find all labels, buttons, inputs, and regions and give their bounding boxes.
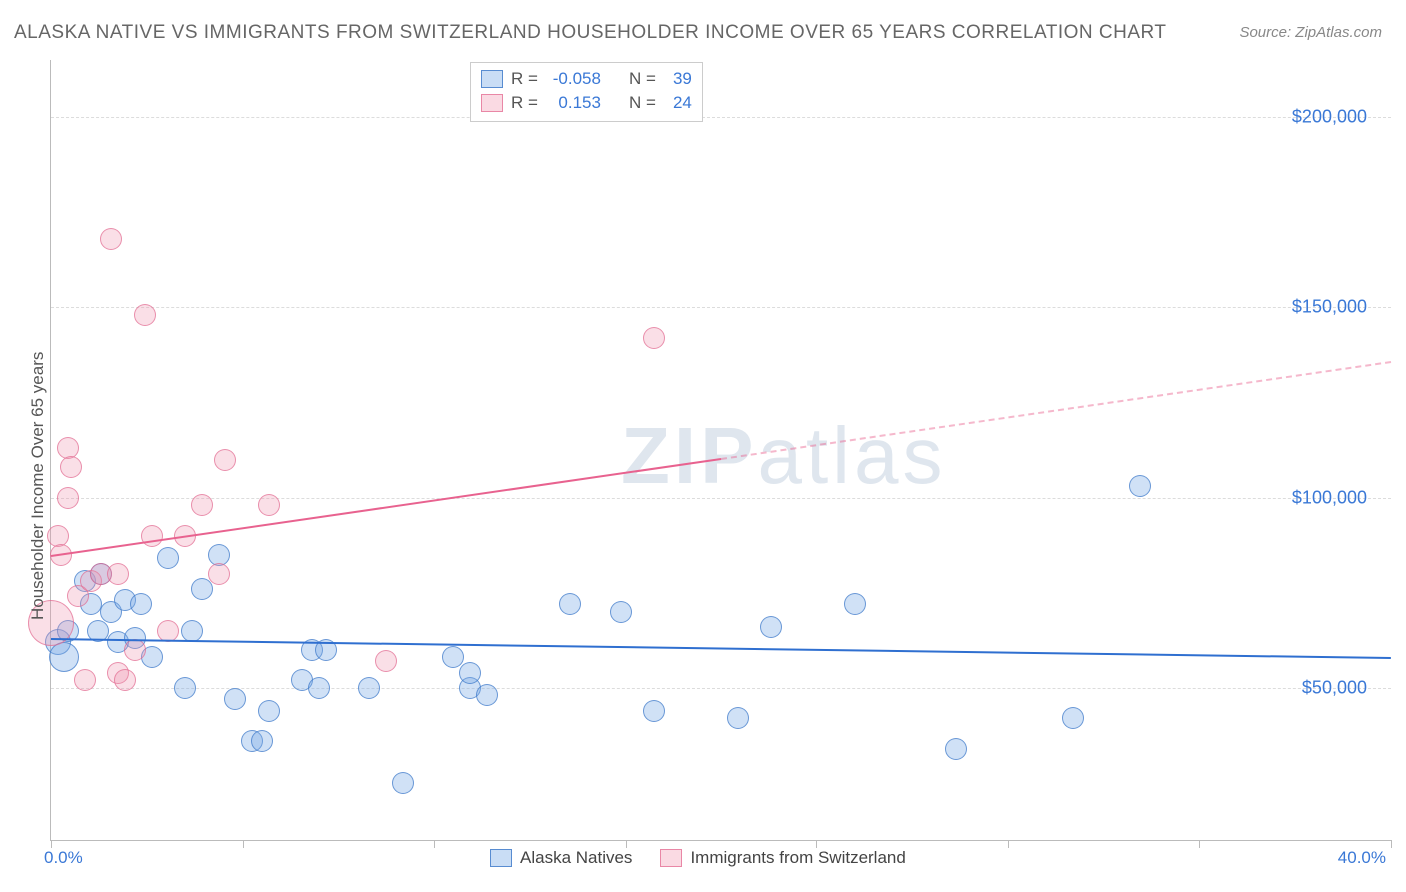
legend-n-value: 39	[664, 69, 692, 89]
legend-r-label: R =	[511, 69, 538, 89]
trend-line	[51, 638, 1391, 659]
scatter-point	[643, 327, 665, 349]
scatter-point	[945, 738, 967, 760]
legend-label: Immigrants from Switzerland	[690, 848, 905, 868]
scatter-point	[476, 684, 498, 706]
trend-line	[721, 361, 1391, 460]
legend-swatch	[481, 94, 503, 112]
trend-line	[51, 458, 721, 557]
legend-r-label: R =	[511, 93, 538, 113]
x-tick	[434, 840, 435, 848]
scatter-point	[224, 688, 246, 710]
scatter-point	[392, 772, 414, 794]
chart-title: ALASKA NATIVE VS IMMIGRANTS FROM SWITZER…	[14, 22, 1167, 44]
scatter-point	[358, 677, 380, 699]
x-axis-max-label: 40.0%	[1338, 848, 1386, 868]
legend-r-value: -0.058	[546, 69, 601, 89]
x-tick	[626, 840, 627, 848]
gridline	[51, 307, 1391, 308]
scatter-point	[760, 616, 782, 638]
scatter-point	[49, 642, 79, 672]
scatter-point	[375, 650, 397, 672]
scatter-point	[107, 563, 129, 585]
scatter-point	[258, 494, 280, 516]
scatter-point	[214, 449, 236, 471]
scatter-point	[57, 487, 79, 509]
scatter-point	[114, 669, 136, 691]
legend-row: R = -0.058 N = 39	[481, 67, 692, 91]
scatter-point	[844, 593, 866, 615]
scatter-point	[559, 593, 581, 615]
legend-label: Alaska Natives	[520, 848, 632, 868]
scatter-point	[1062, 707, 1084, 729]
scatter-point	[610, 601, 632, 623]
chart-container: ALASKA NATIVE VS IMMIGRANTS FROM SWITZER…	[0, 0, 1406, 892]
y-axis-title: Householder Income Over 65 years	[28, 352, 48, 620]
scatter-point	[258, 700, 280, 722]
scatter-point	[727, 707, 749, 729]
scatter-point	[459, 662, 481, 684]
gridline	[51, 498, 1391, 499]
legend-item: Alaska Natives	[490, 848, 632, 868]
scatter-point	[130, 593, 152, 615]
y-tick-label: $150,000	[1292, 297, 1367, 318]
plot-area: ZIPatlas $50,000 $100,000 $150,000 $200,000	[50, 60, 1391, 841]
legend-item: Immigrants from Switzerland	[660, 848, 905, 868]
legend-swatch	[660, 849, 682, 867]
correlation-legend: R = -0.058 N = 39 R = 0.153 N = 24	[470, 62, 703, 122]
scatter-point	[308, 677, 330, 699]
x-tick	[1391, 840, 1392, 848]
scatter-point	[174, 677, 196, 699]
scatter-point	[251, 730, 273, 752]
watermark: ZIPatlas	[621, 410, 946, 502]
y-tick-label: $50,000	[1302, 677, 1367, 698]
x-axis-min-label: 0.0%	[44, 848, 83, 868]
legend-swatch	[481, 70, 503, 88]
x-tick	[1008, 840, 1009, 848]
scatter-point	[181, 620, 203, 642]
legend-row: R = 0.153 N = 24	[481, 91, 692, 115]
scatter-point	[100, 228, 122, 250]
scatter-point	[1129, 475, 1151, 497]
gridline	[51, 688, 1391, 689]
scatter-point	[124, 639, 146, 661]
scatter-point	[208, 563, 230, 585]
scatter-point	[157, 620, 179, 642]
scatter-point	[60, 456, 82, 478]
legend-n-value: 24	[664, 93, 692, 113]
legend-n-label: N =	[629, 69, 656, 89]
x-tick	[243, 840, 244, 848]
legend-r-value: 0.153	[546, 93, 601, 113]
y-tick-label: $200,000	[1292, 107, 1367, 128]
x-tick	[51, 840, 52, 848]
y-tick-label: $100,000	[1292, 487, 1367, 508]
legend-swatch	[490, 849, 512, 867]
scatter-point	[74, 669, 96, 691]
scatter-point	[191, 578, 213, 600]
series-legend: Alaska Natives Immigrants from Switzerlan…	[490, 848, 906, 868]
scatter-point	[643, 700, 665, 722]
gridline	[51, 117, 1391, 118]
scatter-point	[157, 547, 179, 569]
scatter-point	[134, 304, 156, 326]
source-attribution: Source: ZipAtlas.com	[1239, 24, 1382, 41]
x-tick	[1199, 840, 1200, 848]
x-tick	[816, 840, 817, 848]
legend-n-label: N =	[629, 93, 656, 113]
scatter-point	[191, 494, 213, 516]
